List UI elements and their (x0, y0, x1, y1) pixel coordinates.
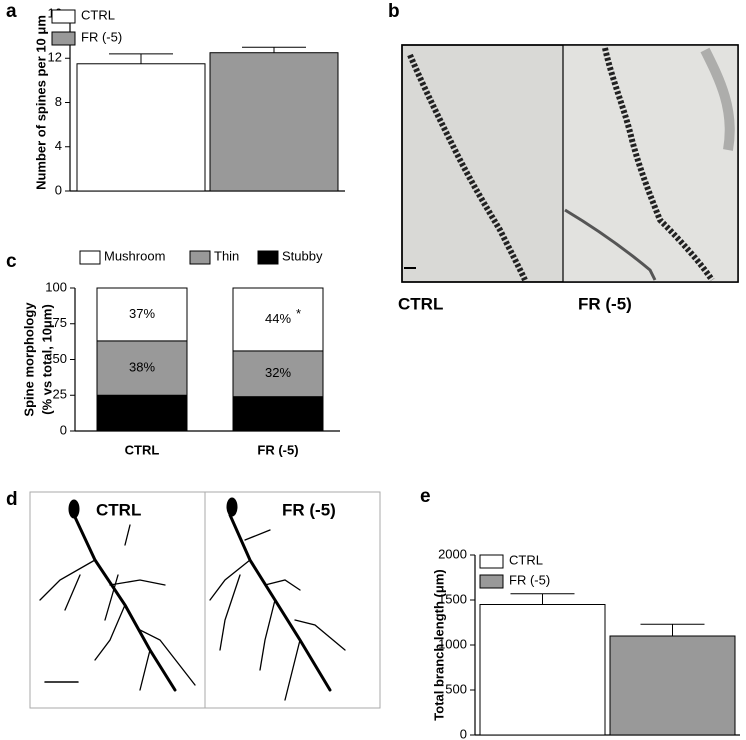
value-label: 44% (265, 311, 291, 326)
y-axis-label: Spine morphology (21, 302, 36, 417)
legend-swatch (479, 574, 504, 589)
value-label: 38% (129, 360, 155, 375)
value-label: 32% (265, 365, 291, 380)
legend-label: CTRL (81, 7, 115, 22)
y-tick-label: 50 (53, 351, 67, 366)
y-tick-label: 12 (48, 50, 62, 65)
bar (76, 63, 206, 192)
y-tick-label: 75 (53, 315, 67, 330)
y-tick-label: 100 (45, 279, 67, 294)
y-tick-label: 25 (53, 387, 67, 402)
bar (209, 52, 339, 192)
y-axis-label: (% vs total, 10μm) (39, 304, 54, 415)
bar-segment (96, 394, 188, 432)
bar-segment (96, 340, 188, 396)
y-axis-label: Total branch length (μm) (431, 569, 446, 720)
y-tick-label: 500 (445, 681, 467, 696)
panel-letter: c (6, 251, 17, 272)
bar-segment (232, 287, 324, 352)
image-label: CTRL (96, 500, 141, 519)
image-label: FR (-5) (578, 294, 632, 313)
y-tick-label: 0 (460, 726, 467, 740)
legend-swatch (189, 250, 211, 265)
annotation: * (296, 306, 301, 321)
legend-label: CTRL (509, 552, 543, 567)
bar (479, 604, 606, 736)
legend-label: Mushroom (104, 248, 165, 263)
value-label: 24% (265, 405, 291, 420)
panel-letter: b (388, 1, 400, 22)
panel-letter: d (6, 489, 18, 510)
y-tick-label: 8 (55, 94, 62, 109)
value-label: 37% (129, 306, 155, 321)
legend-swatch (79, 250, 101, 265)
legend-swatch (51, 31, 76, 46)
micrograph (401, 44, 739, 283)
neuron-tracing (29, 491, 381, 709)
y-tick-label: 2000 (438, 546, 467, 561)
y-tick-label: 0 (55, 182, 62, 197)
legend-label: Stubby (282, 248, 323, 263)
bar-segment (96, 287, 188, 342)
legend-label: FR (-5) (81, 29, 122, 44)
panel-letter: a (6, 1, 17, 22)
bar (609, 635, 736, 736)
legend-swatch (51, 9, 76, 24)
y-tick-label: 4 (55, 138, 62, 153)
x-tick-label: FR (-5) (257, 442, 298, 457)
legend-swatch (479, 554, 504, 569)
legend-swatch (257, 250, 279, 265)
panel-letter: e (420, 486, 431, 507)
y-tick-label: 0 (60, 422, 67, 437)
image-label: CTRL (398, 294, 443, 313)
legend-label: FR (-5) (509, 572, 550, 587)
y-axis-label: Number of spines per 10 μm (33, 15, 48, 190)
value-label: 25% (129, 405, 155, 420)
x-tick-label: CTRL (125, 442, 160, 457)
y-tick-label: 1000 (438, 636, 467, 651)
y-tick-label: 1500 (438, 591, 467, 606)
legend-label: Thin (214, 248, 239, 263)
image-label: FR (-5) (282, 500, 336, 519)
bar-segment (232, 350, 324, 398)
